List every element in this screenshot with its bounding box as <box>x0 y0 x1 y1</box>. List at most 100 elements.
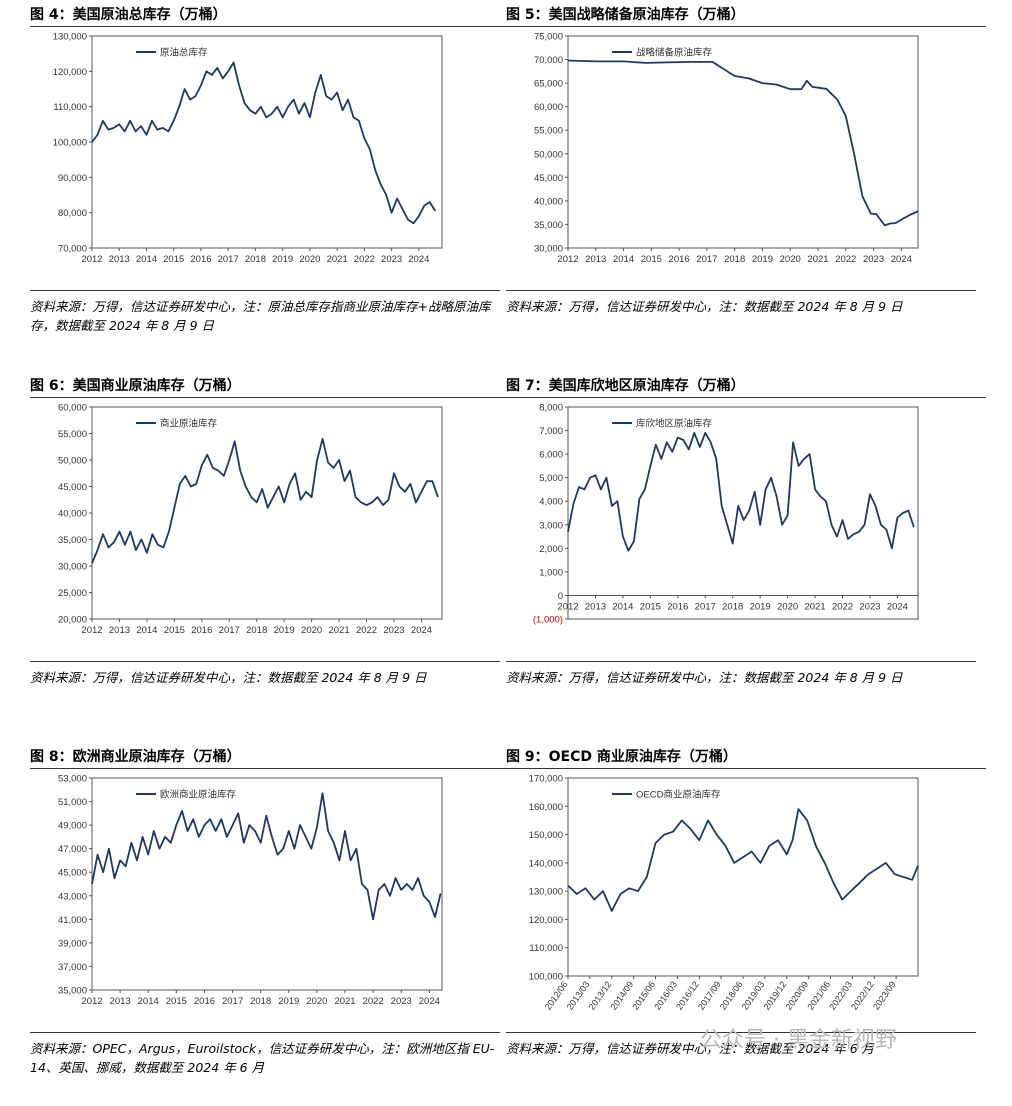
watermark: 公众号 · 黑金新视野 <box>700 1028 897 1053</box>
series-line <box>91 792 442 921</box>
figure-title: 图 8：欧洲商业原油库存（万桶） <box>30 746 510 769</box>
x-tick-label: 2014 <box>613 254 634 265</box>
y-tick-label: 120,000 <box>53 67 87 78</box>
x-tick-label: 2020 <box>306 996 327 1007</box>
y-tick-label: 39,000 <box>58 938 87 949</box>
y-tick-label: 7,000 <box>539 426 563 437</box>
x-tick-label: 2014 <box>138 996 159 1007</box>
x-tick-label: 2024 <box>887 601 908 612</box>
y-tick-label: 8,000 <box>539 403 563 414</box>
x-tick-label: 2014 <box>136 254 157 265</box>
x-tick-label: 2020 <box>780 254 801 265</box>
plot-area <box>91 35 443 249</box>
x-tick-label: 2016 <box>194 996 215 1007</box>
y-tick-label: 0 <box>558 591 563 602</box>
y-tick-label: 4,000 <box>539 497 563 508</box>
y-tick-label: 110,000 <box>53 102 87 113</box>
y-tick-label: 90,000 <box>58 173 87 184</box>
figure-title: 图 7：美国库欣地区原油库存（万桶） <box>506 375 986 398</box>
x-tick-label: 2024 <box>419 996 440 1007</box>
x-tick-label: 2023 <box>383 625 404 636</box>
y-tick-label: 130,000 <box>53 32 87 43</box>
y-tick-label: 25,000 <box>58 588 87 599</box>
y-tick-label: 51,000 <box>58 797 87 808</box>
y-tick-label: 55,000 <box>534 126 563 137</box>
plot-area <box>91 777 443 991</box>
x-tick-label: 2012 <box>557 601 578 612</box>
legend-label: 库欣地区原油库存 <box>636 418 713 430</box>
y-tick-label: 150,000 <box>529 830 563 841</box>
y-tick-label: 20,000 <box>58 615 87 626</box>
plot-area <box>91 406 443 620</box>
x-tick-label: 2019 <box>278 996 299 1007</box>
x-tick-label: 2014 <box>612 601 633 612</box>
figure-9-panel: 图 9：OECD 商业原油库存（万桶） 100,000 110,000 120,00… <box>506 746 986 1106</box>
y-tick-label: 170,000 <box>529 774 563 785</box>
x-tick-label: 2024 <box>411 625 432 636</box>
x-tick-label: 2018 <box>250 996 271 1007</box>
x-tick-label: 2017 <box>218 254 239 265</box>
figure-6-panel: 图 6：美国商业原油库存（万桶） 20,000 25,000 30,000 35,00… <box>30 375 510 735</box>
x-tick-label: 2016 <box>669 254 690 265</box>
x-tick-label: 2015 <box>166 996 187 1007</box>
plot-area <box>567 406 919 620</box>
x-tick-label: 2024 <box>891 254 912 265</box>
x-tick-label: 2020 <box>301 625 322 636</box>
legend-label: 欧洲商业原油库存 <box>160 789 237 801</box>
cushing-crude-chart: (1,000) 0 1,000 2,000 3,000 4,000 5,000 6,000 7,… <box>533 403 919 626</box>
x-tick-label: 2017 <box>219 625 240 636</box>
y-tick-label: 49,000 <box>58 821 87 832</box>
x-tick-label: 2015 <box>163 254 184 265</box>
x-tick-label: 2019 <box>272 254 293 265</box>
y-tick-label: 35,000 <box>534 220 563 231</box>
figure-title: 图 6：美国商业原油库存（万桶） <box>30 375 510 398</box>
x-tick-label: 2023 <box>863 254 884 265</box>
x-tick-label: 2017 <box>222 996 243 1007</box>
source-note: 资料来源：万得，信达证券研发中心，注：数据截至 2024 年 8 月 9 日 <box>506 661 976 687</box>
x-tick-label: 2015 <box>164 625 185 636</box>
y-tick-label: 70,000 <box>534 55 563 66</box>
x-tick-label: 2012 <box>81 254 102 265</box>
y-tick-label: 30,000 <box>534 244 563 255</box>
x-tick-label: 2017 <box>696 254 717 265</box>
x-tick-label: 2020 <box>777 601 798 612</box>
series-line <box>91 437 439 564</box>
x-tick-label: 2022 <box>354 254 375 265</box>
legend-label: 商业原油库存 <box>160 418 218 430</box>
series-line <box>91 61 436 225</box>
x-tick-label: 2019 <box>274 625 295 636</box>
y-tick-label: 50,000 <box>534 149 563 160</box>
source-note: 资料来源：万得，信达证券研发中心，注：原油总库存指商业原油库存+战略原油库存，数… <box>30 290 500 335</box>
legend-label: OECD商业原油库存 <box>636 789 721 801</box>
y-tick-label: 47,000 <box>58 844 87 855</box>
y-tick-label: 45,000 <box>58 868 87 879</box>
source-note: 资料来源：万得，信达证券研发中心，注：数据截至 2024 年 8 月 9 日 <box>506 290 976 316</box>
y-tick-label: 6,000 <box>539 450 563 461</box>
x-tick-label: 2014 <box>136 625 157 636</box>
y-tick-label: 65,000 <box>534 79 563 90</box>
x-tick-label: 2023 <box>381 254 402 265</box>
y-tick-label: 3,000 <box>539 520 563 531</box>
y-tick-label: 2,000 <box>539 544 563 555</box>
legend-label: 战略储备原油库存 <box>636 47 713 59</box>
figure-title: 图 4：美国原油总库存（万桶） <box>30 4 510 27</box>
x-tick-label: 2016 <box>190 254 211 265</box>
us-commercial-crude-chart: 20,000 25,000 30,000 35,000 40,000 45,000 50,0… <box>58 403 443 636</box>
x-tick-label: 2015 <box>641 254 662 265</box>
x-tick-label: 2018 <box>246 625 267 636</box>
y-tick-label: 45,000 <box>534 173 563 184</box>
y-tick-label: 60,000 <box>534 102 563 113</box>
y-tick-label: 5,000 <box>539 473 563 484</box>
y-tick-label: 100,000 <box>53 138 87 149</box>
x-tick-label: 2015 <box>640 601 661 612</box>
source-note: 资料来源：万得，信达证券研发中心，注：数据截至 2024 年 6 月 <box>506 1032 976 1058</box>
x-tick-label: 2021 <box>334 996 355 1007</box>
figure-title: 图 5：美国战略储备原油库存（万桶） <box>506 4 986 27</box>
legend-label: 原油总库存 <box>160 47 208 59</box>
x-tick-label: 2019 <box>752 254 773 265</box>
figure-title: 图 9：OECD 商业原油库存（万桶） <box>506 746 986 769</box>
x-tick-label: 2013 <box>110 996 131 1007</box>
series-line <box>567 432 915 552</box>
x-tick-label: 2022 <box>832 601 853 612</box>
x-tick-label: 2013 <box>585 601 606 612</box>
